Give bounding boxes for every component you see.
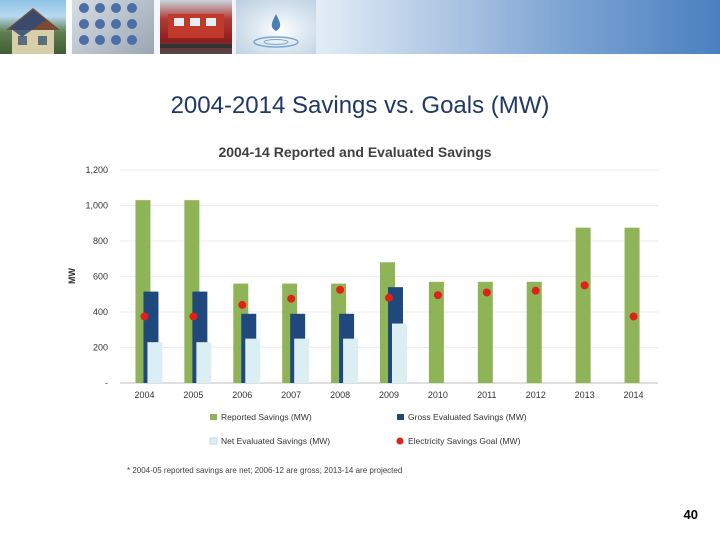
calculator-icon [79,3,137,45]
x-tick-label: 2013 [575,390,595,400]
train-photo [160,0,232,54]
page-number: 40 [683,507,698,522]
y-tick-label: 600 [93,272,108,282]
x-tick-label: 2010 [428,390,448,400]
goal-marker [433,291,442,300]
water-drop-photo [236,0,316,54]
x-tick-label: 2008 [330,390,350,400]
net-evaluated-bar [196,342,212,383]
y-tick-label: 1,200 [85,165,108,175]
legend-gross-evaluated-swatch [397,414,404,420]
chart-legend: Reported Savings (MW) Gross Evaluated Sav… [209,412,527,446]
goal-markers [140,281,638,321]
legend-gross-evaluated-label: Gross Evaluated Savings (MW) [408,412,527,422]
legend-reported-savings-swatch [210,414,217,420]
x-tick-label: 2005 [183,390,203,400]
y-tick-labels: - 200 400 600 800 1,000 1,200 [85,165,108,388]
goal-marker [140,312,149,321]
goal-marker [385,293,393,302]
reported-savings-bar [477,281,493,383]
y-tick-label: 1,000 [85,201,108,211]
legend-savings-goal-label: Electricity Savings Goal (MW) [408,436,521,446]
chart-bars [135,200,640,383]
legend-net-evaluated-label: Net Evaluated Savings (MW) [221,436,330,446]
reported-savings-bar [575,227,591,383]
train-icon [160,14,232,48]
reported-savings-bar [526,281,542,383]
goal-marker [482,288,491,297]
chart-title: 2004-14 Reported and Evaluated Savings [218,144,491,160]
y-tick-label: 200 [93,343,108,353]
x-tick-label: 2006 [232,390,252,400]
net-evaluated-bar [294,338,310,383]
goal-marker [189,312,198,321]
goal-marker [287,294,296,303]
net-evaluated-bar [147,342,163,383]
goal-marker [629,312,638,321]
y-axis-label: MW [67,268,77,284]
net-evaluated-bar [343,338,359,383]
x-tick-label: 2007 [281,390,301,400]
reported-savings-bar [428,281,444,383]
goal-marker [580,281,589,290]
goal-marker [238,300,247,309]
house-icon [6,8,60,54]
x-tick-labels: 2004 2005 2006 2007 2008 2009 2010 2011 2012 2013… [134,390,643,400]
slide-title: 2004-2014 Savings vs. Goals (MW) [170,92,550,119]
y-tick-label: - [105,378,108,388]
x-tick-label: 2004 [134,390,154,400]
net-evaluated-bar [392,323,407,383]
legend-savings-goal-swatch [396,437,404,445]
x-tick-label: 2009 [379,390,399,400]
header-banner [0,0,720,54]
legend-net-evaluated-swatch [209,437,218,445]
reported-savings-bar [624,227,640,383]
net-evaluated-bar [245,338,261,383]
goal-marker [336,285,345,294]
y-tick-label: 800 [93,236,108,246]
x-tick-label: 2012 [526,390,546,400]
chart-footnote: * 2004-05 reported savings are net; 2006… [127,466,402,475]
water-drop-icon [253,14,299,48]
y-tick-label: 400 [93,307,108,317]
calculator-photo [72,0,154,54]
x-tick-label: 2011 [477,390,496,400]
x-tick-label: 2014 [624,390,644,400]
house-photo [0,0,66,54]
legend-reported-savings-label: Reported Savings (MW) [221,412,312,422]
goal-marker [531,286,540,295]
